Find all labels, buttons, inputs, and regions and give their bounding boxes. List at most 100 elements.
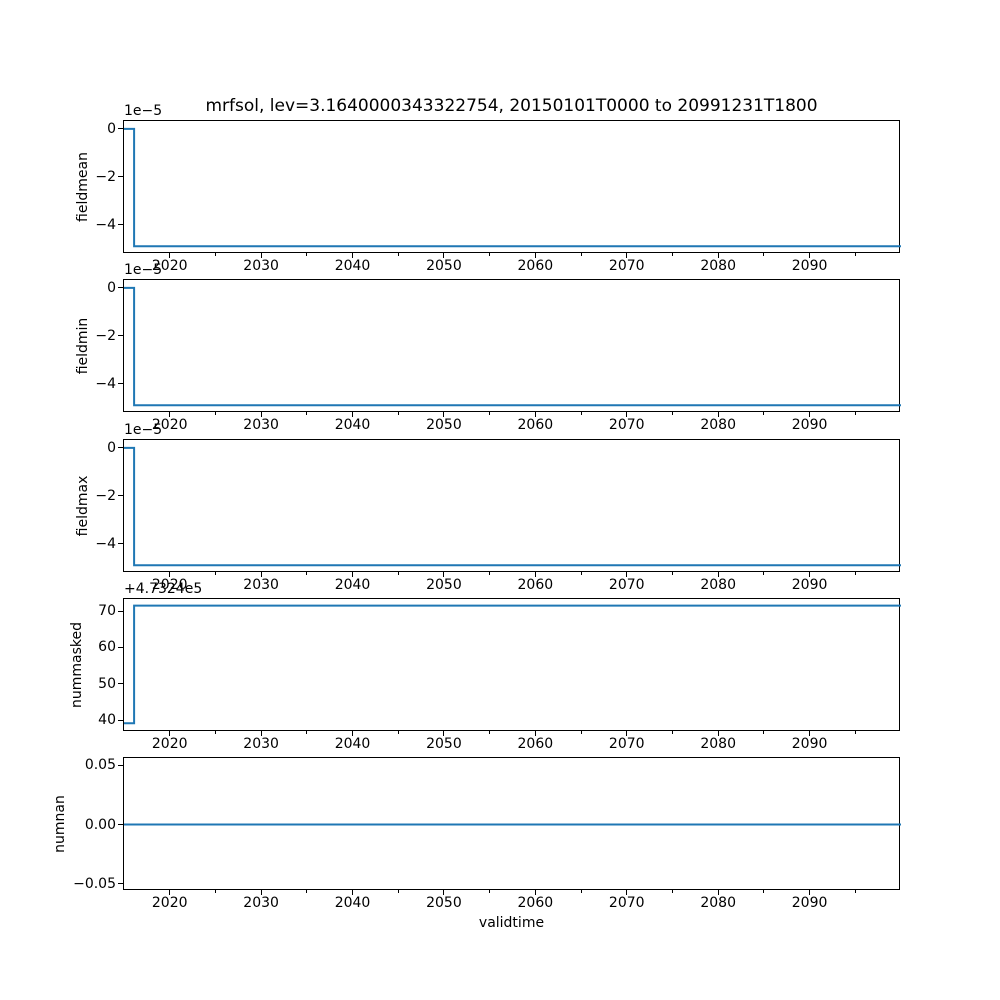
subplot-axes-fieldmax: 0 −2 −4 2020 2030 2040 2050 2060 2070 2080 2090 1e−… [75, 423, 901, 592]
x-tick-label: 2040 [334, 736, 371, 752]
y-tick-label: 0 [107, 120, 116, 137]
x-tick-mark [169, 412, 171, 417]
x-tick-label: 2040 [334, 258, 371, 274]
x-tick-mark [169, 890, 171, 895]
x-minor-tick-mark [489, 412, 491, 415]
data-line [124, 823, 901, 826]
y-tick-mark [118, 383, 123, 385]
x-minor-tick-mark [854, 253, 856, 256]
x-minor-tick-mark [306, 731, 308, 734]
x-minor-tick-mark [306, 572, 308, 575]
x-minor-tick-mark [671, 572, 673, 575]
subplot-axes-numnan: 0.05 0.00 −0.05 2020 2030 2040 2050 2060 2070 208… [52, 757, 901, 910]
subplot-axes-nummasked: 40 50 60 70 2020 2030 2040 2050 2060 2070 2080 2090… [69, 582, 901, 751]
x-minor-tick-mark [763, 731, 765, 734]
y-tick-mark [118, 646, 123, 648]
x-minor-tick-mark [397, 412, 399, 415]
y-tick-mark [118, 495, 123, 497]
y-tick-label: −2 [95, 327, 116, 344]
x-minor-tick-mark [763, 412, 765, 415]
y-axis-label: fieldmin [75, 317, 91, 374]
x-tick-label: 2070 [608, 417, 645, 433]
x-minor-tick-mark [580, 572, 582, 575]
data-line [124, 604, 901, 725]
x-tick-mark [717, 253, 719, 258]
x-minor-tick-mark [397, 731, 399, 734]
x-tick-label: 2030 [243, 258, 279, 274]
x-tick-label: 2030 [243, 577, 279, 593]
x-minor-tick-mark [214, 253, 216, 256]
x-tick-mark [260, 731, 262, 736]
x-tick-mark [260, 253, 262, 258]
y-axis-offset-text: 1e−5 [124, 262, 163, 278]
x-tick-label: 2080 [700, 736, 736, 752]
x-tick-mark [809, 253, 811, 258]
x-minor-tick-mark [671, 890, 673, 893]
x-minor-tick-mark [671, 731, 673, 734]
x-tick-mark [534, 412, 536, 417]
x-tick-mark [626, 731, 628, 736]
y-tick-label: 70 [98, 603, 116, 620]
x-tick-mark [443, 412, 445, 417]
x-tick-mark [717, 731, 719, 736]
x-tick-mark [352, 572, 354, 577]
x-tick-label: 2090 [791, 577, 828, 593]
y-tick-label: 40 [98, 712, 116, 729]
x-tick-label: 2080 [700, 577, 736, 593]
x-minor-tick-mark [397, 890, 399, 893]
x-tick-label: 2020 [151, 895, 188, 911]
data-line [124, 286, 901, 407]
x-minor-tick-mark [214, 890, 216, 893]
x-tick-mark [443, 890, 445, 895]
x-tick-label: 2090 [791, 258, 828, 274]
x-tick-label: 2080 [700, 895, 736, 911]
x-minor-tick-mark [214, 572, 216, 575]
y-tick-mark [118, 719, 123, 721]
x-tick-label: 2030 [243, 417, 279, 433]
x-minor-tick-mark [671, 253, 673, 256]
y-tick-label: −2 [95, 487, 116, 504]
x-tick-mark [260, 890, 262, 895]
y-tick-label: 0.05 [84, 757, 116, 774]
x-minor-tick-mark [214, 731, 216, 734]
x-tick-mark [717, 572, 719, 577]
x-tick-label: 2050 [426, 258, 462, 274]
x-minor-tick-mark [854, 731, 856, 734]
y-tick-mark [118, 335, 123, 337]
y-tick-label: −0.05 [73, 875, 116, 892]
x-tick-mark [260, 412, 262, 417]
x-tick-label: 2050 [426, 895, 462, 911]
x-tick-mark [534, 890, 536, 895]
data-line [124, 127, 901, 248]
x-minor-tick-mark [580, 731, 582, 734]
y-tick-label: −4 [95, 535, 116, 552]
x-tick-label: 2060 [517, 895, 554, 911]
x-minor-tick-mark [489, 731, 491, 734]
x-tick-mark [809, 731, 811, 736]
y-tick-mark [118, 683, 123, 685]
y-tick-mark [118, 543, 123, 545]
x-tick-label: 2040 [334, 577, 371, 593]
x-axis-label: validtime [478, 915, 545, 931]
x-tick-mark [260, 572, 262, 577]
x-tick-label: 2090 [791, 417, 828, 433]
x-tick-label: 2050 [426, 577, 462, 593]
x-minor-tick-mark [763, 253, 765, 256]
y-tick-label: −4 [95, 216, 116, 233]
x-tick-label: 2060 [517, 258, 554, 274]
x-tick-mark [534, 253, 536, 258]
x-minor-tick-mark [854, 412, 856, 415]
y-tick-label: 0 [107, 279, 116, 296]
x-minor-tick-mark [306, 412, 308, 415]
data-line [124, 446, 901, 567]
x-minor-tick-mark [489, 253, 491, 256]
x-minor-tick-mark [671, 412, 673, 415]
x-minor-tick-mark [397, 572, 399, 575]
x-tick-mark [352, 412, 354, 417]
x-tick-label: 2070 [608, 895, 645, 911]
x-tick-label: 2090 [791, 736, 828, 752]
x-tick-mark [169, 731, 171, 736]
x-minor-tick-mark [306, 890, 308, 893]
x-tick-mark [443, 731, 445, 736]
